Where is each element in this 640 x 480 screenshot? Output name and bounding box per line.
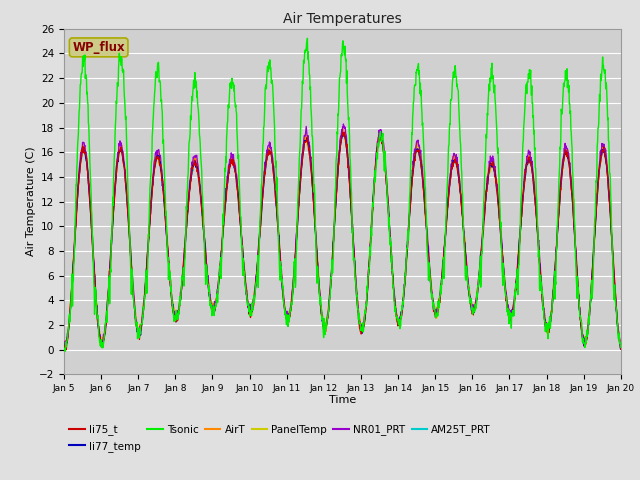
Text: WP_flux: WP_flux (72, 41, 125, 54)
Y-axis label: Air Temperature (C): Air Temperature (C) (26, 147, 36, 256)
Legend: li75_t, li77_temp, Tsonic, AirT, PanelTemp, NR01_PRT, AM25T_PRT: li75_t, li77_temp, Tsonic, AirT, PanelTe… (69, 424, 491, 452)
X-axis label: Time: Time (329, 395, 356, 405)
Title: Air Temperatures: Air Temperatures (283, 12, 402, 26)
